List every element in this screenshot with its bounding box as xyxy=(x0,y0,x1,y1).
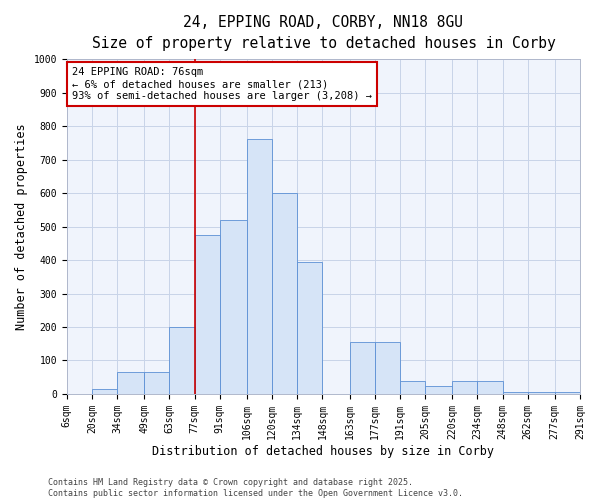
Bar xyxy=(117,372,144,394)
Bar xyxy=(400,380,425,394)
Bar xyxy=(375,342,400,394)
Title: 24, EPPING ROAD, CORBY, NN18 8GU
Size of property relative to detached houses in: 24, EPPING ROAD, CORBY, NN18 8GU Size of… xyxy=(92,15,555,51)
Text: 24 EPPING ROAD: 76sqm
← 6% of detached houses are smaller (213)
93% of semi-deta: 24 EPPING ROAD: 76sqm ← 6% of detached h… xyxy=(72,68,372,100)
Bar xyxy=(503,392,528,394)
Bar xyxy=(425,386,452,394)
Bar xyxy=(92,389,117,394)
Bar xyxy=(247,140,272,394)
Bar xyxy=(350,342,375,394)
Bar xyxy=(555,392,580,394)
Bar xyxy=(478,380,503,394)
Bar xyxy=(528,392,555,394)
Bar xyxy=(194,235,220,394)
Bar xyxy=(144,372,169,394)
X-axis label: Distribution of detached houses by size in Corby: Distribution of detached houses by size … xyxy=(152,444,494,458)
Bar xyxy=(297,262,322,394)
Bar xyxy=(220,220,247,394)
Bar xyxy=(452,380,478,394)
Bar xyxy=(272,193,297,394)
Y-axis label: Number of detached properties: Number of detached properties xyxy=(15,123,28,330)
Text: Contains HM Land Registry data © Crown copyright and database right 2025.
Contai: Contains HM Land Registry data © Crown c… xyxy=(48,478,463,498)
Bar xyxy=(169,327,194,394)
